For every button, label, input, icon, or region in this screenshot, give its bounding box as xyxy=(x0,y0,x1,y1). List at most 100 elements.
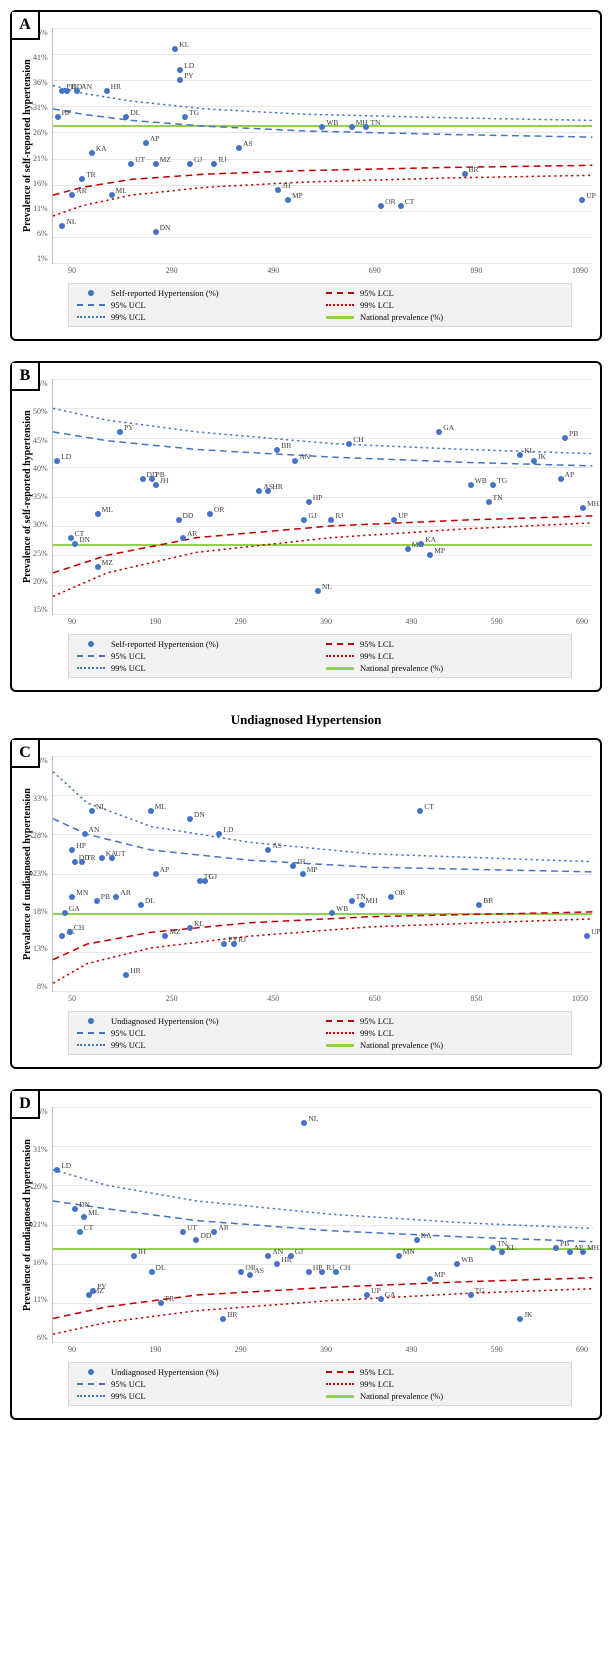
data-point xyxy=(517,1316,523,1322)
data-point-label: HR xyxy=(272,482,282,491)
data-point-label: KL xyxy=(506,1243,516,1252)
data-point-label: HR xyxy=(130,966,140,975)
data-point-label: TN xyxy=(356,892,366,901)
data-point xyxy=(333,1269,339,1275)
data-point xyxy=(94,898,100,904)
data-point xyxy=(462,171,468,177)
data-point-label: BR xyxy=(483,896,493,905)
data-point xyxy=(153,229,159,235)
data-point xyxy=(90,1288,96,1294)
data-point-label: KA xyxy=(96,144,107,153)
data-point xyxy=(67,929,73,935)
data-point-label: ML xyxy=(88,1208,99,1217)
data-point-label: MZ xyxy=(102,558,113,567)
data-point xyxy=(486,499,492,505)
data-point-label: LD xyxy=(223,825,233,834)
data-point xyxy=(123,114,129,120)
data-point-label: AS xyxy=(243,139,253,148)
data-point xyxy=(349,124,355,130)
data-point-label: RJ xyxy=(218,155,226,164)
data-point xyxy=(391,517,397,523)
data-point xyxy=(580,505,586,511)
data-point xyxy=(292,458,298,464)
data-point-label: JH xyxy=(160,476,168,485)
data-point xyxy=(109,192,115,198)
data-point xyxy=(567,1249,573,1255)
x-axis-ticks: 502504506508501050 xyxy=(68,994,588,1003)
data-point xyxy=(579,197,585,203)
data-point xyxy=(153,161,159,167)
data-point xyxy=(405,546,411,552)
legend-item: National prevalence (%) xyxy=(326,1040,563,1050)
data-point-label: AN xyxy=(81,82,92,91)
data-point-label: AS xyxy=(272,841,282,850)
data-point-label: PB xyxy=(569,429,578,438)
data-point-label: JH xyxy=(282,181,290,190)
data-point xyxy=(187,816,193,822)
data-point-label: OR xyxy=(214,505,224,514)
data-point-label: MH xyxy=(366,896,378,905)
data-point xyxy=(378,203,384,209)
data-point xyxy=(113,894,119,900)
data-point xyxy=(220,1316,226,1322)
data-point-label: GJ xyxy=(308,511,316,520)
data-point-label: AR xyxy=(187,529,197,538)
data-point-label: WB xyxy=(336,904,348,913)
data-point xyxy=(149,1269,155,1275)
data-point xyxy=(265,847,271,853)
legend-item: 99% UCL xyxy=(77,1040,314,1050)
legend-item: 95% UCL xyxy=(77,300,314,310)
data-point-label: DN xyxy=(194,810,205,819)
data-point xyxy=(64,88,70,94)
data-point xyxy=(301,1120,307,1126)
data-point-label: MZ xyxy=(169,927,180,936)
data-point-label: DN xyxy=(79,535,90,544)
data-point-label: UT xyxy=(116,849,126,858)
data-point-label: NL xyxy=(308,1114,318,1123)
data-point-label: MZ xyxy=(160,155,171,164)
data-point-label: GJ xyxy=(194,155,202,164)
legend-item: National prevalence (%) xyxy=(326,663,563,673)
legend-item: 95% LCL xyxy=(326,1016,563,1026)
legend-item: 99% UCL xyxy=(77,663,314,673)
data-point-label: NL xyxy=(322,582,332,591)
data-point-label: KA xyxy=(421,1231,432,1240)
data-point xyxy=(140,476,146,482)
data-point xyxy=(238,1269,244,1275)
y-axis-ticks: 46%41%36%31%26%21%16%11%6%1% xyxy=(33,28,52,263)
legend-item: 95% UCL xyxy=(77,1028,314,1038)
data-point xyxy=(207,511,213,517)
data-point-label: UP xyxy=(398,511,408,520)
data-point-label: HR xyxy=(111,82,121,91)
data-point xyxy=(74,88,80,94)
data-point-label: HP xyxy=(76,841,86,850)
legend-item: 99% LCL xyxy=(326,300,563,310)
data-point-label: LD xyxy=(61,1161,71,1170)
data-point xyxy=(143,140,149,146)
data-point xyxy=(328,517,334,523)
data-point xyxy=(256,488,262,494)
data-point xyxy=(388,894,394,900)
data-point-label: UP xyxy=(586,191,596,200)
data-point xyxy=(236,145,242,151)
data-point xyxy=(427,552,433,558)
data-point xyxy=(378,1296,384,1302)
legend-item: 95% UCL xyxy=(77,651,314,661)
data-point-label: PY xyxy=(97,1282,107,1291)
plot-area: JKCHGAMNHPDDTRANNLPBKAUTARHRDLMLAPMZDNKL… xyxy=(52,756,592,992)
data-point-label: AP xyxy=(160,865,170,874)
data-point xyxy=(300,871,306,877)
data-point xyxy=(468,482,474,488)
data-point xyxy=(274,1261,280,1267)
data-point xyxy=(59,933,65,939)
data-point xyxy=(172,46,178,52)
data-point xyxy=(89,150,95,156)
data-point-label: TR xyxy=(86,170,96,179)
data-point xyxy=(180,535,186,541)
data-point-label: CT xyxy=(84,1223,94,1232)
data-point xyxy=(319,124,325,130)
data-point-label: NL xyxy=(66,217,76,226)
data-point-label: MP xyxy=(292,191,303,200)
data-point-label: ML xyxy=(155,802,166,811)
data-point-label: BR xyxy=(469,165,479,174)
